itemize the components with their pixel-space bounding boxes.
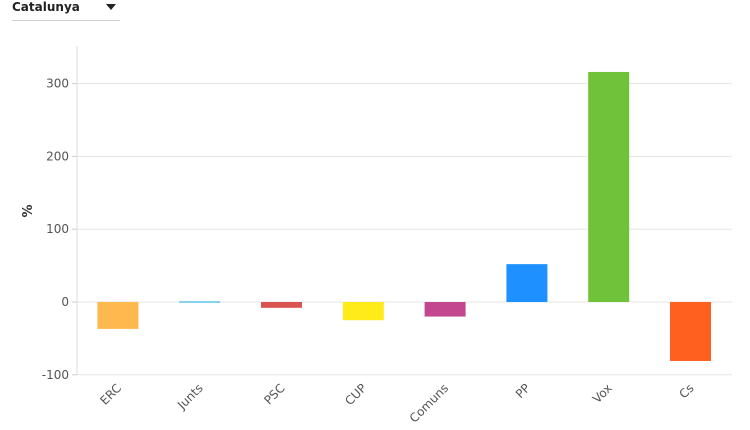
region-dropdown-value: Catalunya (12, 0, 80, 14)
x-category-label: ERC (97, 381, 124, 408)
bar-vox[interactable] (588, 71, 630, 303)
x-category-label: Vox (590, 381, 615, 406)
x-category-label: CUP (342, 381, 369, 408)
bar-psc[interactable] (261, 302, 302, 308)
y-tick-label: 100 (46, 222, 69, 236)
y-tick-label: 200 (46, 149, 69, 163)
y-tick-label: -100 (42, 368, 69, 382)
y-tick-label: 300 (46, 77, 69, 91)
bars-layer (97, 71, 711, 361)
x-category-label: PSC (261, 381, 287, 407)
x-category-label: Junts (174, 381, 206, 413)
region-dropdown[interactable]: Catalunya (12, 0, 120, 21)
bar-pp[interactable] (506, 264, 548, 302)
y-tick-label: 0 (61, 295, 69, 309)
bar-comuns[interactable] (424, 302, 466, 317)
y-axis-label: % (21, 204, 36, 217)
caret-down-icon[interactable] (106, 4, 116, 10)
x-category-label: PP (513, 381, 533, 401)
x-category-label: Cs (676, 381, 696, 401)
bar-erc[interactable] (97, 302, 139, 329)
bar-junts[interactable] (179, 301, 221, 303)
bar-cs[interactable] (670, 302, 711, 361)
x-category-label: Comuns (407, 381, 451, 425)
bar-cup[interactable] (342, 302, 384, 321)
grid-layer (72, 46, 732, 376)
